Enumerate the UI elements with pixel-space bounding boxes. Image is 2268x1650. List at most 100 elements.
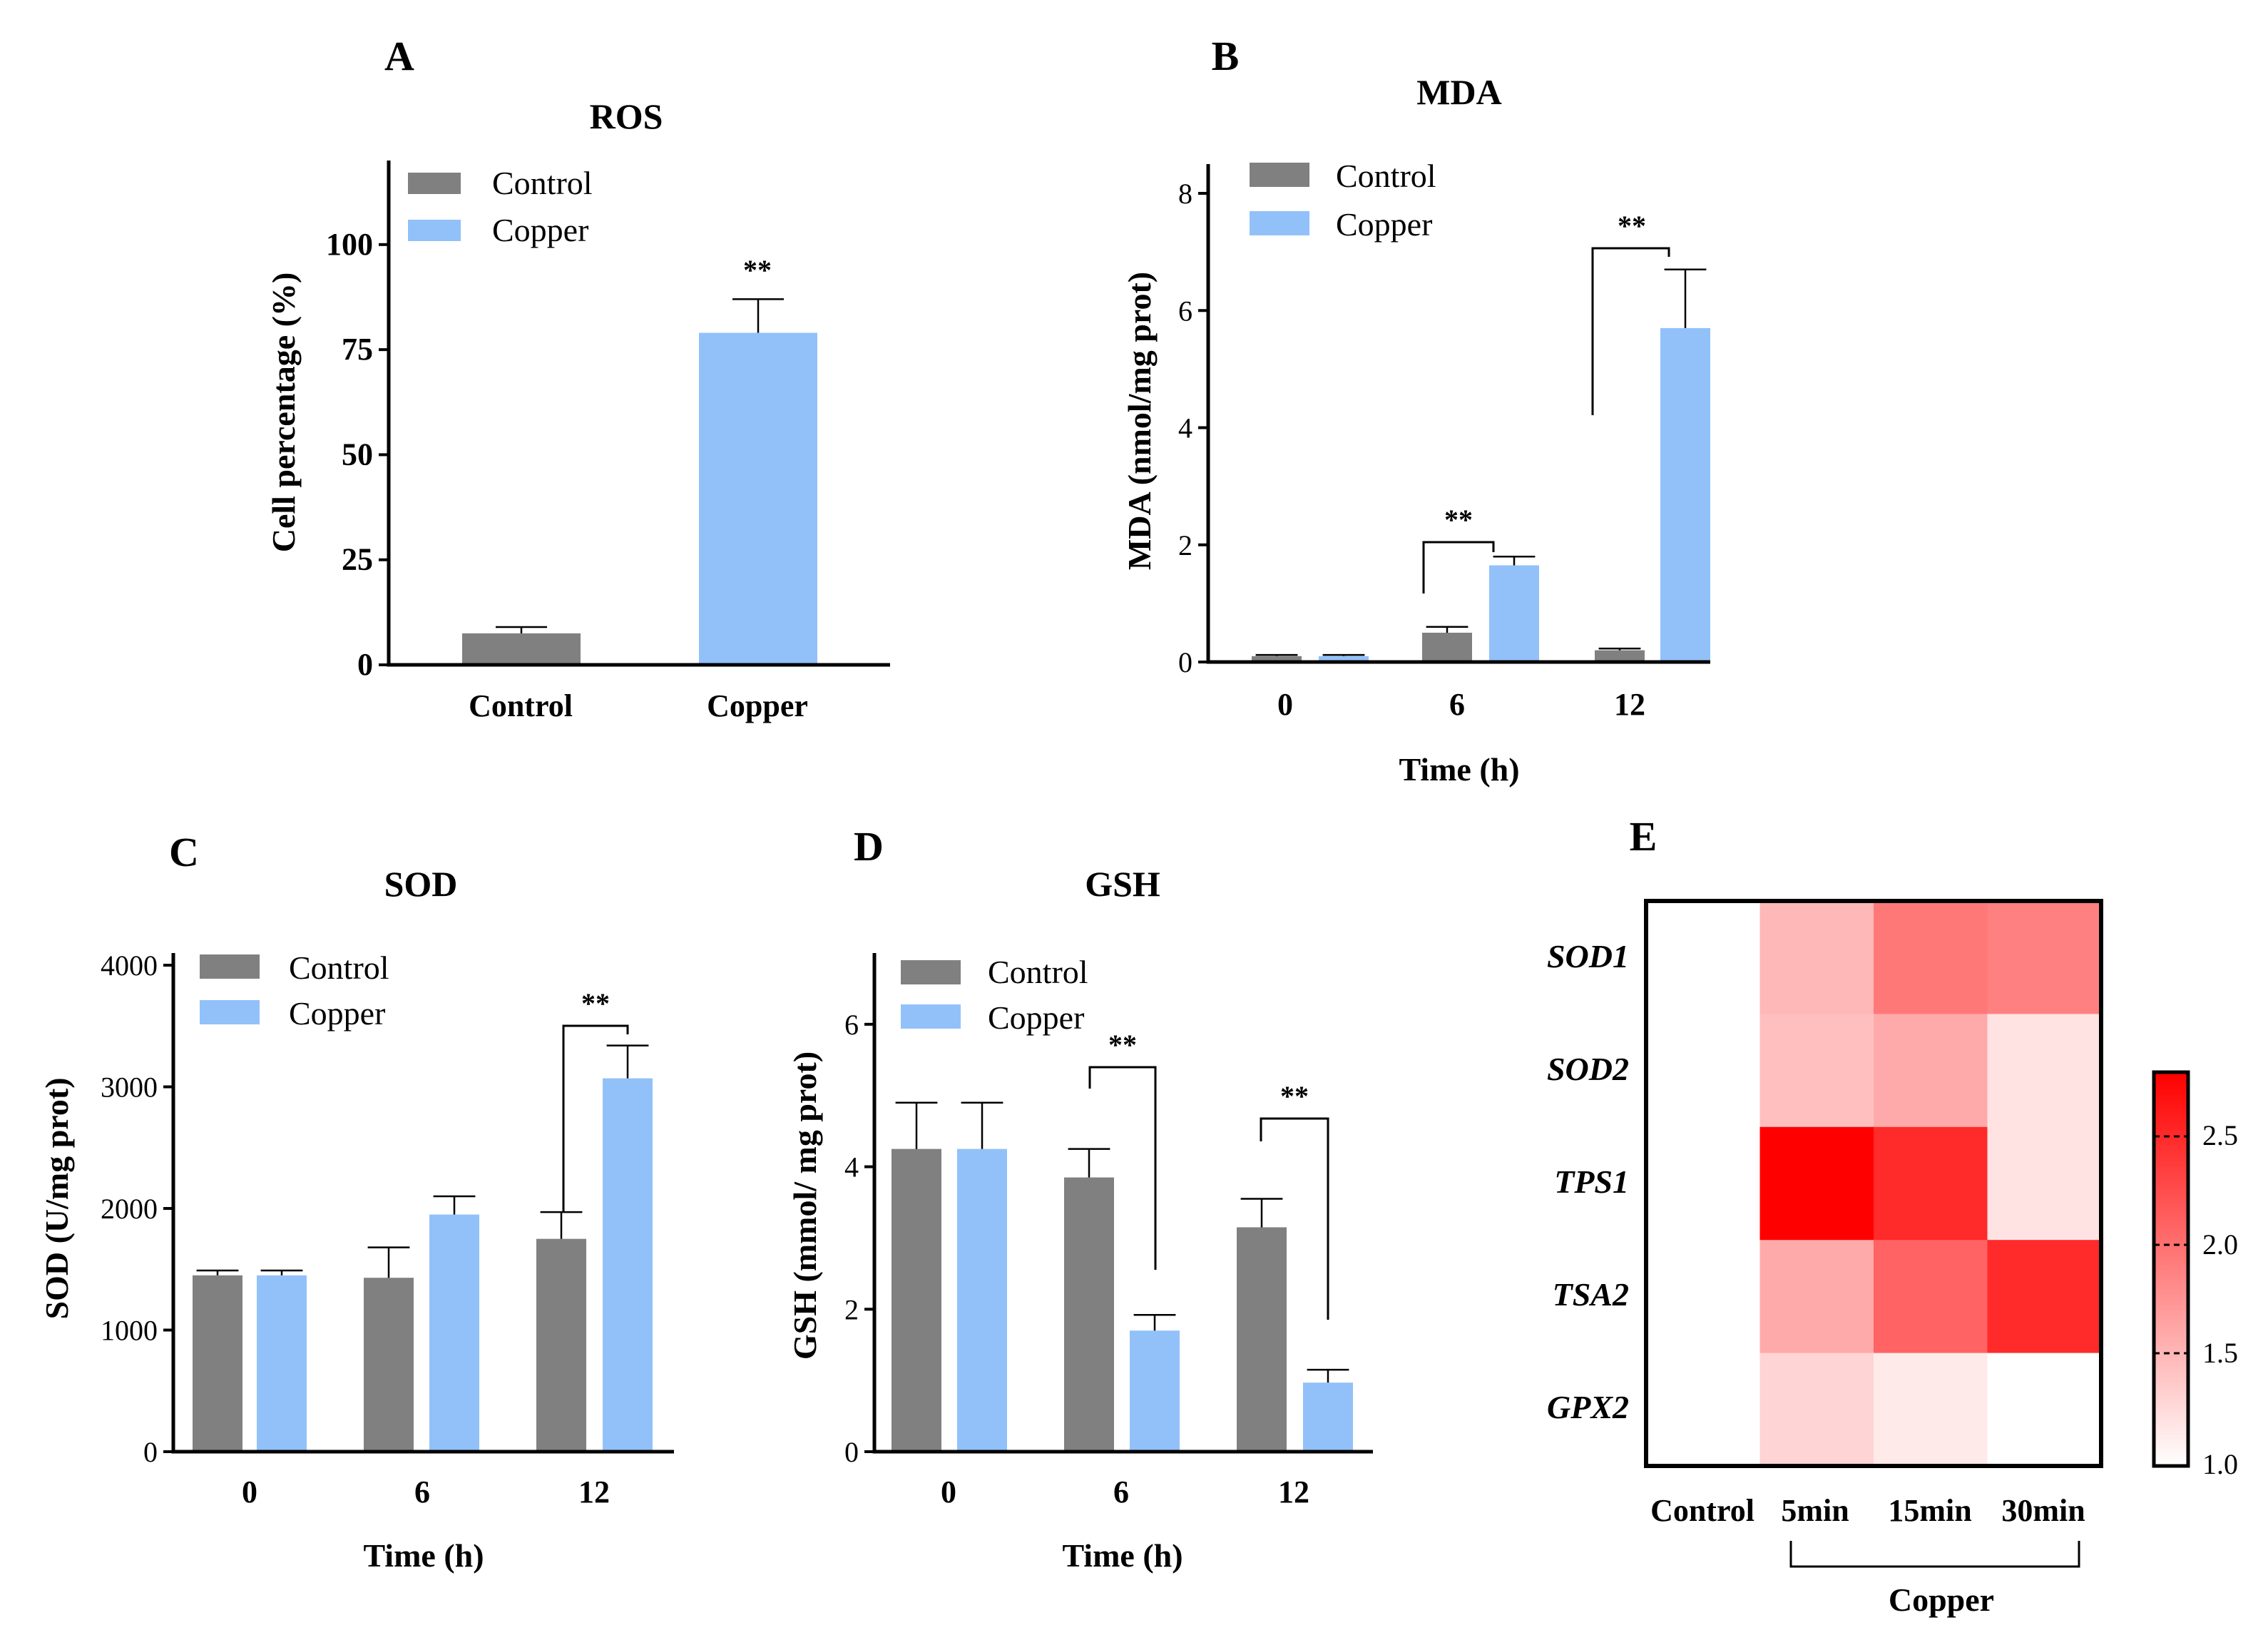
bar-copper	[1319, 656, 1369, 662]
heatmap-cell	[1874, 1240, 1988, 1354]
bar-copper	[1303, 1382, 1353, 1452]
error-bar	[433, 1195, 476, 1215]
error-bar	[260, 1269, 303, 1275]
legend-label-control: Control	[988, 954, 1088, 990]
heatmap-cell	[1759, 901, 1874, 1014]
bar-control	[892, 1149, 941, 1452]
y-tick-label: 0	[1178, 646, 1192, 678]
row-label: SOD1	[1547, 938, 1629, 974]
heatmap-cell	[1874, 1014, 1988, 1128]
significance-label: **	[1618, 210, 1646, 242]
bar-copper	[957, 1149, 1007, 1452]
row-label: TPS1	[1554, 1163, 1629, 1200]
plot-area: 0 2 4 6 8 ** **	[1178, 178, 1710, 678]
significance-bracket	[562, 1024, 629, 1213]
heatmap-cell	[1874, 1126, 1988, 1241]
error-bar	[1133, 1314, 1176, 1331]
bar-copper	[257, 1275, 307, 1452]
y-tick-label: 6	[1178, 295, 1192, 327]
x-tick-label: 6	[414, 1475, 430, 1509]
heatmap-cell	[1646, 1014, 1760, 1128]
legend-swatch-copper	[1250, 211, 1309, 235]
y-tick-label: 0	[357, 647, 373, 682]
bar-control	[1064, 1177, 1114, 1452]
bar-copper	[1489, 565, 1539, 662]
axes	[171, 953, 674, 1454]
legend: Control Copper	[1250, 158, 1436, 243]
x-axis-label: Time (h)	[1399, 751, 1519, 788]
x-tick-label: 0	[941, 1475, 956, 1509]
legend-label-control: Control	[492, 165, 593, 201]
plot-area: 0 25 50 75 100 **	[326, 227, 817, 682]
colorbar-ticks	[2154, 1135, 2188, 1355]
heatmap-cell	[1759, 1014, 1874, 1128]
bar-control	[1595, 650, 1645, 662]
legend-label-copper: Copper	[988, 999, 1084, 1036]
error-bar	[1493, 555, 1536, 566]
colorbar-tick-label: 2.5	[2202, 1119, 2238, 1151]
error-bar	[1598, 647, 1641, 651]
panel-label-b: B	[1212, 33, 1240, 79]
heatmap-cell	[1874, 901, 1988, 1014]
error-bar	[895, 1101, 938, 1149]
heatmap-cell	[1987, 901, 2102, 1014]
y-tick-label: 2	[1178, 529, 1192, 561]
error-bar	[540, 1211, 583, 1239]
y-tick-label: 75	[342, 332, 373, 367]
heatmap-cell	[1646, 1353, 1760, 1467]
legend-label-copper: Copper	[289, 995, 385, 1032]
heatmap-cell	[1987, 1353, 2102, 1467]
y-tick-label: 50	[342, 437, 373, 472]
x-axis-label: Time (h)	[363, 1537, 484, 1574]
heatmap-frame	[1644, 899, 2103, 1468]
x-tick-label: Copper	[707, 688, 808, 723]
chart-title: GSH	[1085, 864, 1160, 904]
column-label: 30min	[2001, 1493, 2085, 1528]
heatmap-cell	[1646, 901, 1760, 1014]
legend-label-control: Control	[1336, 158, 1436, 194]
plot-area: 0 1000 2000 3000 4000 **	[101, 949, 653, 1468]
heatmap-cells	[1646, 901, 2102, 1467]
y-tick-label: 1000	[101, 1315, 158, 1347]
legend-swatch-copper	[200, 1000, 260, 1024]
significance-bracket	[1260, 1117, 1329, 1320]
significance-bracket	[1591, 247, 1670, 415]
panel-label-c: C	[169, 829, 199, 875]
x-tick-label: 12	[1278, 1475, 1309, 1509]
error-bar	[367, 1246, 410, 1278]
axes	[872, 953, 1373, 1454]
significance-bracket	[1422, 541, 1495, 594]
legend-swatch-control	[1250, 163, 1309, 187]
bar-control	[364, 1278, 414, 1452]
y-tick-label: 4000	[101, 949, 158, 982]
bar-copper	[1130, 1330, 1180, 1452]
panel-e: E SOD1 SOD2 TPS1 TSA2 GPX2 Control 5min …	[1547, 813, 2238, 1618]
legend: Control Copper	[901, 954, 1088, 1036]
heatmap-cell	[1646, 1240, 1760, 1354]
y-tick-label: 0	[844, 1436, 859, 1468]
copper-bracket	[1789, 1541, 2080, 1568]
heatmap-cell	[1987, 1014, 2102, 1128]
x-tick-label: 0	[1277, 687, 1293, 722]
legend: Control Copper	[408, 165, 593, 248]
row-label: SOD2	[1547, 1051, 1629, 1087]
colorbar-gradient	[2152, 1070, 2190, 1468]
colorbar-tick-label: 1.5	[2202, 1337, 2238, 1369]
y-tick-label: 4	[844, 1151, 859, 1183]
error-bar	[1068, 1148, 1110, 1178]
y-tick-label: 25	[342, 542, 373, 577]
error-bar	[496, 626, 547, 633]
panel-label-a: A	[384, 33, 414, 79]
heatmap-cell	[1759, 1126, 1874, 1241]
y-tick-label: 100	[326, 227, 373, 262]
colorbar: 2.5 2.0 1.5 1.0	[2152, 1070, 2238, 1480]
chart-title: MDA	[1416, 72, 1501, 112]
bar-copper	[429, 1214, 479, 1452]
x-axis-label: Time (h)	[1062, 1537, 1182, 1574]
heatmap-cell	[1759, 1240, 1874, 1354]
panel-label-e: E	[1630, 813, 1657, 860]
significance-label: **	[1444, 504, 1473, 536]
heatmap-cell	[1646, 1126, 1760, 1241]
x-tick-label: Control	[469, 688, 573, 723]
